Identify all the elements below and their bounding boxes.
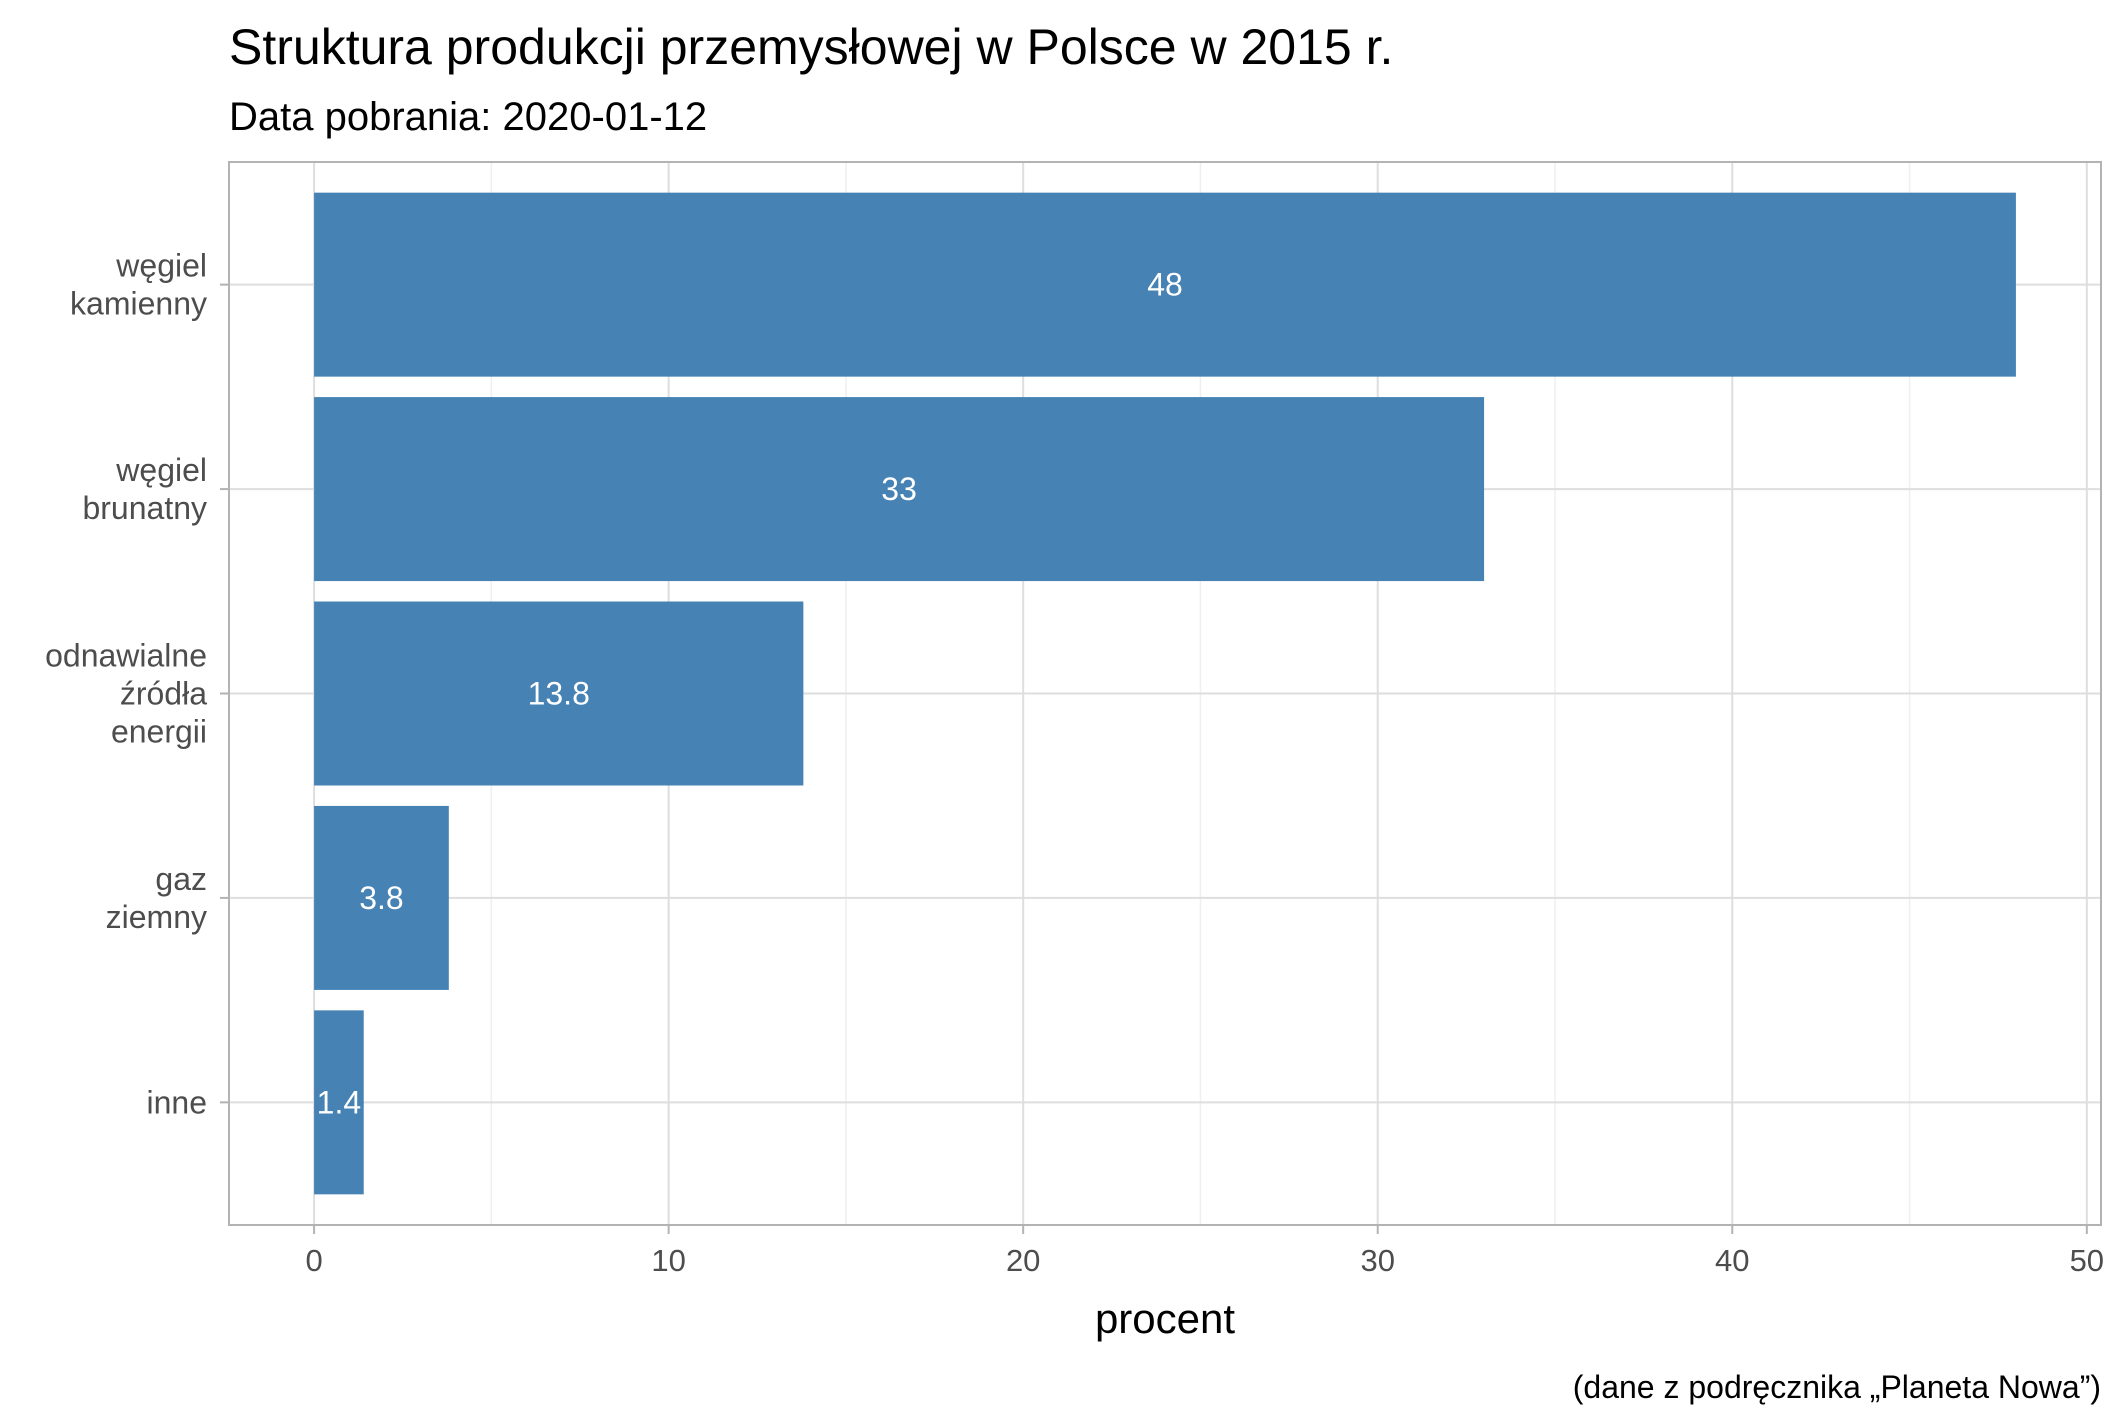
- bar-value-label: 1.4: [317, 1084, 361, 1120]
- y-category-label: odnawialne źródła energii: [45, 638, 207, 750]
- y-category-label: węgiel brunatny: [82, 452, 207, 526]
- y-category-label: inne: [147, 1084, 208, 1120]
- bar: [314, 805, 449, 990]
- x-tick-label: 30: [1360, 1243, 1394, 1278]
- bar-value-label: 13.8: [528, 676, 590, 712]
- x-tick-label: 40: [1715, 1243, 1749, 1278]
- x-axis-title: procent: [1095, 1295, 1235, 1342]
- bar: [314, 397, 1485, 582]
- x-tick-label: 0: [305, 1243, 322, 1278]
- x-tick-label: 20: [1006, 1243, 1040, 1278]
- bar-value-label: 48: [1147, 267, 1183, 303]
- chart-subtitle: Data pobrania: 2020-01-12: [229, 95, 707, 139]
- y-category-label: gaz ziemny: [106, 861, 207, 935]
- x-tick-label: 10: [651, 1243, 685, 1278]
- bar: [314, 192, 2016, 377]
- bar: [314, 1010, 364, 1195]
- y-category-label: węgiel kamienny: [70, 248, 207, 322]
- x-tick-label: 50: [2070, 1243, 2104, 1278]
- bar: [314, 601, 804, 786]
- chart-caption: (dane z podręcznika „Planeta Nowa”): [1573, 1369, 2101, 1405]
- bar-value-label: 3.8: [359, 880, 403, 916]
- bar-value-label: 33: [881, 471, 917, 507]
- axes: 0 10 20 30 40 50 węgiel kamienny węgiel brunatny o…: [45, 248, 2104, 1278]
- chart-title: Struktura produkcji przemysłowej w Polsc…: [229, 19, 1393, 75]
- bars: 48 33 13.8 3.8 1.4: [314, 192, 2016, 1195]
